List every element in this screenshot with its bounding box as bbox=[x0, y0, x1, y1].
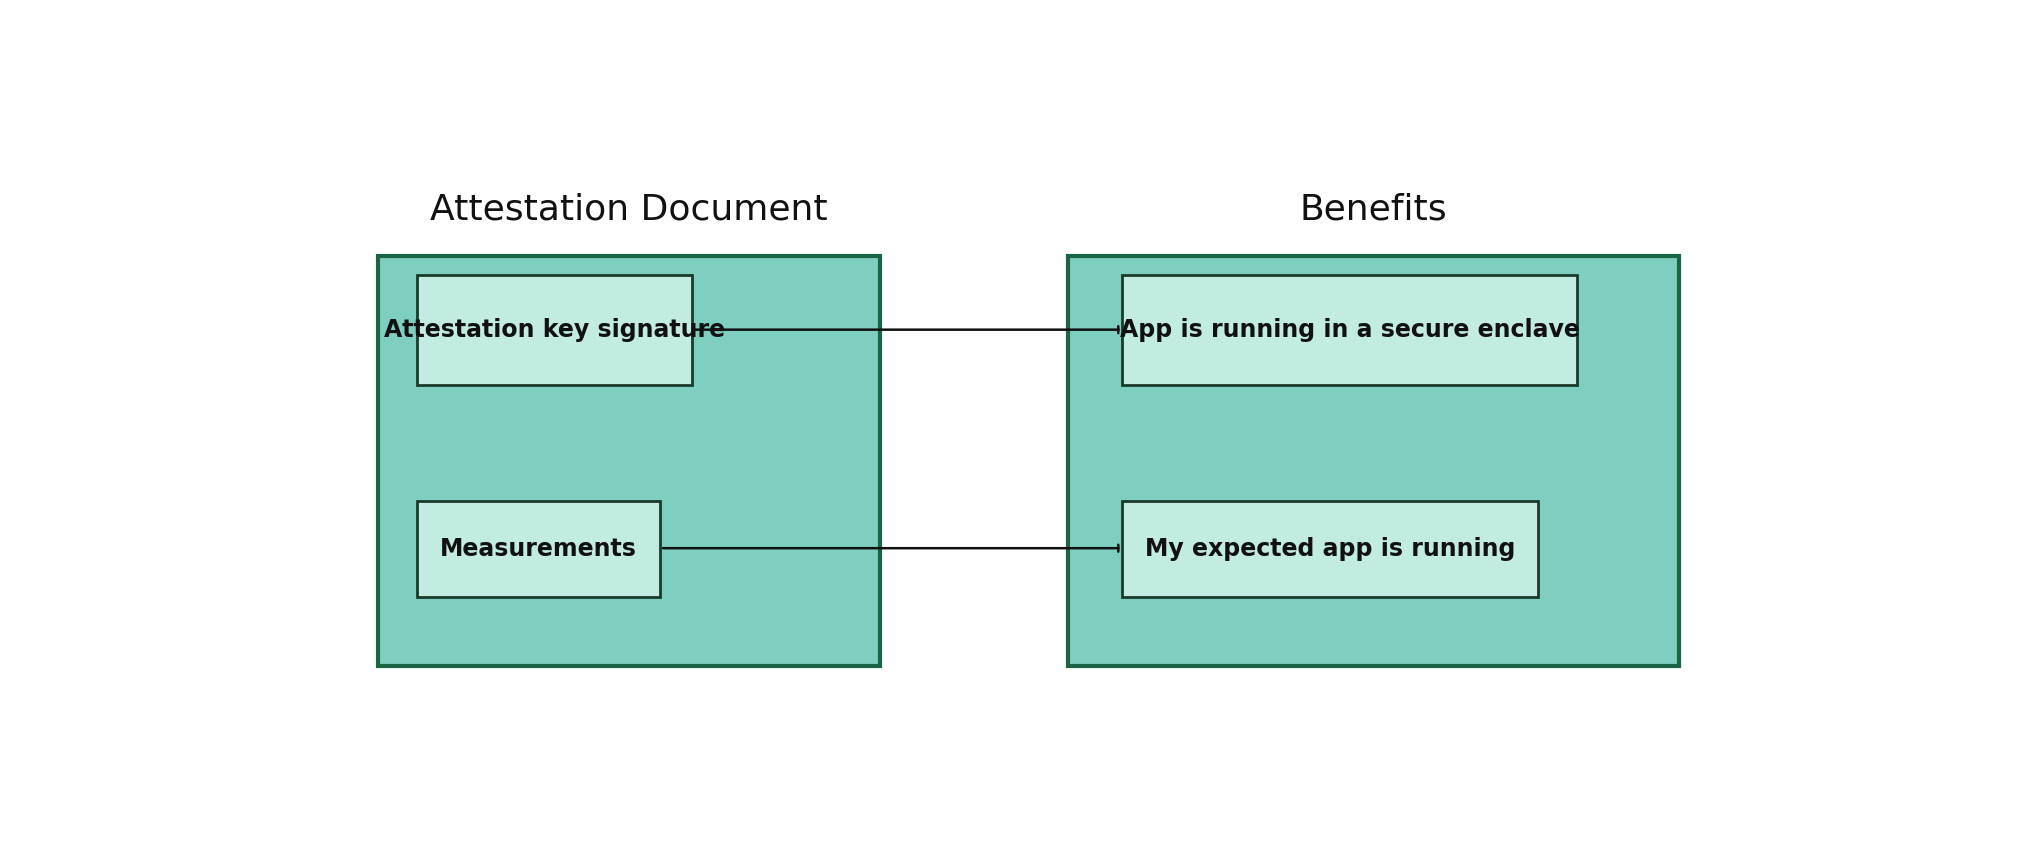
Text: My expected app is running: My expected app is running bbox=[1144, 537, 1514, 561]
Bar bbox=[417, 275, 692, 384]
Bar bbox=[1122, 501, 1539, 597]
Bar bbox=[417, 501, 659, 597]
Bar bbox=[378, 255, 880, 666]
Bar bbox=[1122, 275, 1577, 384]
Text: App is running in a secure enclave: App is running in a secure enclave bbox=[1120, 318, 1579, 342]
Text: Attestation Document: Attestation Document bbox=[431, 192, 827, 226]
Text: Attestation key signature: Attestation key signature bbox=[384, 318, 726, 342]
Text: Measurements: Measurements bbox=[441, 537, 637, 561]
Bar bbox=[1068, 255, 1678, 666]
Text: Benefits: Benefits bbox=[1300, 192, 1448, 226]
